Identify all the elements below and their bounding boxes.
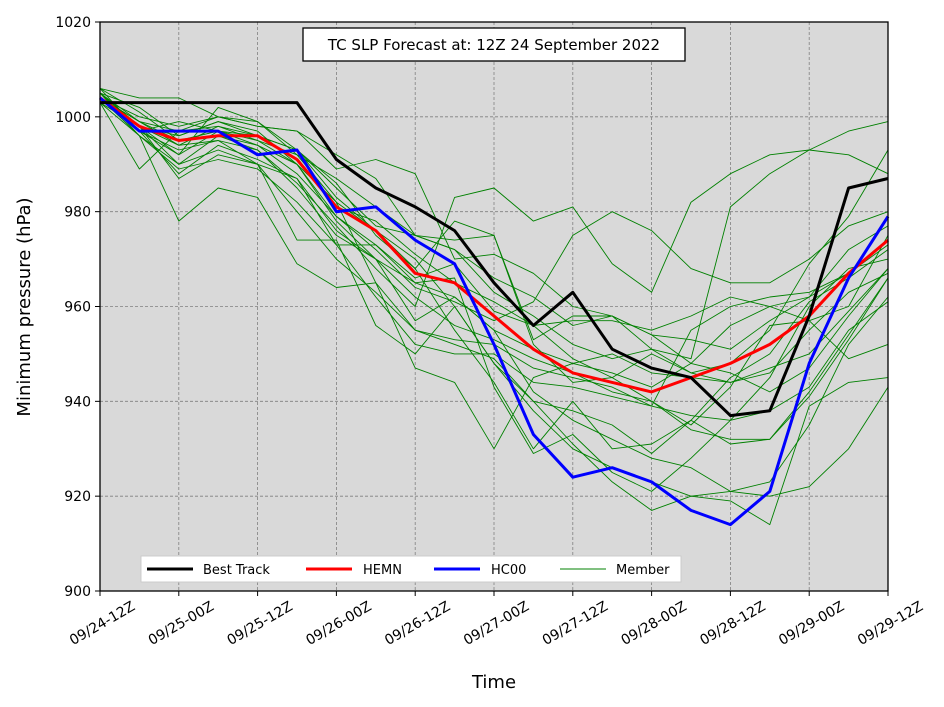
legend-label-hc00: HC00	[491, 563, 526, 578]
series-line-hc00	[99, 96, 890, 527]
legend-label-best-track: Best Track	[203, 563, 270, 578]
y-tick-label: 1000	[55, 110, 91, 126]
member-line-8	[99, 102, 889, 450]
series-line-best-track	[100, 101, 889, 418]
y-axis-label: Minimum pressure (hPa)	[14, 197, 35, 416]
y-tick-label: 960	[64, 300, 91, 316]
grid-lines	[100, 22, 888, 591]
legend-label-member: Member	[616, 563, 670, 578]
member-line-7	[99, 92, 889, 440]
y-tick-label: 920	[64, 489, 91, 505]
member-line-15	[99, 92, 889, 388]
member-line-16	[99, 97, 889, 492]
member-line-2	[99, 92, 889, 383]
member-line-18	[99, 92, 889, 360]
member-line-10	[99, 88, 889, 454]
legend: Best Track HEMN HC00 Member	[140, 555, 682, 583]
y-tick-label: 1020	[55, 15, 91, 31]
x-axis-label: Time	[471, 672, 516, 693]
y-tick-label: 900	[64, 584, 91, 600]
member-line-5	[99, 102, 889, 450]
series-line-hemn	[99, 96, 889, 394]
member-line-14	[99, 102, 889, 526]
member-line-6	[99, 97, 889, 393]
member-line-11	[99, 97, 889, 426]
chart-title-box: TC SLP Forecast at: 12Z 24 September 202…	[302, 27, 686, 62]
y-tick-label: 940	[64, 394, 91, 410]
main-series-lines	[99, 96, 890, 527]
legend-label-hemn: HEMN	[363, 563, 402, 578]
y-tick-label: 980	[64, 205, 91, 221]
member-line-20	[99, 92, 889, 407]
chart-title: TC SLP Forecast at: 12Z 24 September 202…	[327, 36, 660, 54]
y-axis-ticks: 900 920 940 960 980 1000 1020	[55, 15, 100, 600]
